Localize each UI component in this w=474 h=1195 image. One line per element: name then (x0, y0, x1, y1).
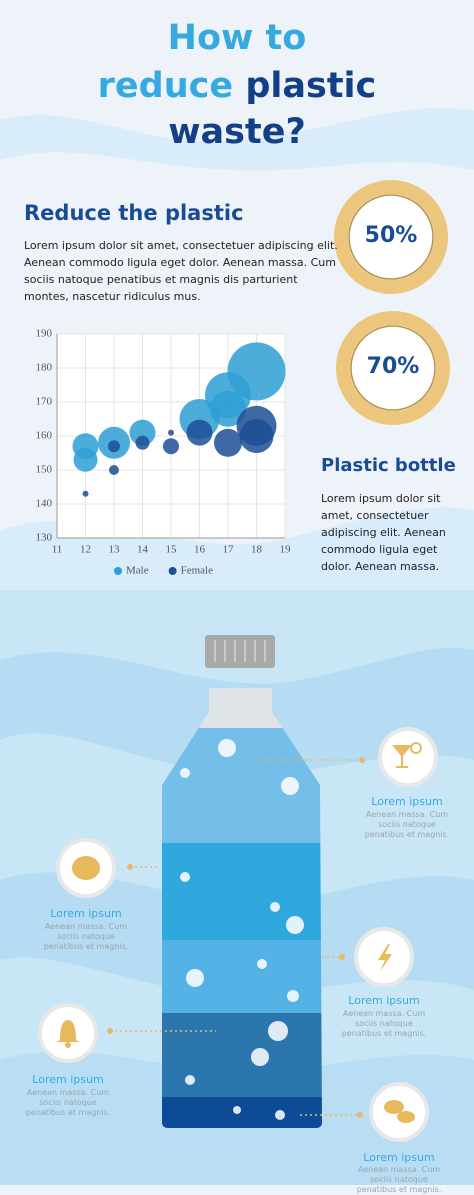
bubble (135, 435, 150, 450)
x-tick-label: 19 (280, 544, 292, 556)
bubble (82, 490, 89, 497)
bubble (227, 342, 286, 401)
callout-title: Lorem ipsum (363, 1151, 435, 1164)
legend-label: Male (126, 565, 149, 577)
callout-text: Aenean massa. Cum sociis natoque penatib… (43, 922, 129, 951)
callout-title: Lorem ipsum (348, 994, 420, 1007)
bubble (239, 419, 274, 453)
x-tick-label: 16 (194, 544, 206, 556)
y-tick-label: 180 (36, 362, 53, 374)
bubble (163, 438, 179, 455)
title-word: plastic (245, 66, 377, 106)
x-tick-label: 14 (137, 544, 149, 556)
ring-label: 50% (364, 223, 418, 248)
y-tick-label: 170 (36, 396, 53, 408)
y-tick-label: 190 (36, 328, 53, 340)
callout-title: Lorem ipsum (32, 1073, 104, 1086)
callout-title: Lorem ipsum (50, 907, 122, 920)
bubble (109, 465, 119, 475)
section-text: Lorem ipsum dolor sit amet, consectetuer… (24, 239, 338, 303)
chart: 130 140 150 160 170 180 190 11 12 13 14 15 16 17 18 19 M… (36, 328, 292, 577)
callout-text: Aenean massa. Cum sociis natoque penatib… (364, 810, 450, 839)
callout-text: Aenean massa. Cum sociis natoque penatib… (356, 1165, 442, 1194)
legend-label: Female (181, 565, 213, 577)
callout-title: Lorem ipsum (371, 795, 443, 808)
title-line: waste? (168, 112, 306, 152)
y-tick-label: 160 (36, 430, 53, 442)
bubble (168, 429, 174, 436)
y-tick-label: 130 (36, 532, 53, 544)
ring-label: 70% (366, 354, 420, 379)
callout-text: Aenean massa. Cum sociis natoque penatib… (25, 1088, 111, 1117)
y-tick-label: 150 (36, 464, 53, 476)
legend-marker (114, 567, 122, 575)
title-word: reduce (97, 66, 234, 106)
x-tick-label: 13 (109, 544, 121, 556)
bubble (129, 419, 156, 446)
x-tick-label: 18 (251, 544, 263, 556)
bubble (73, 447, 98, 472)
section-heading: Plastic bottle (321, 455, 456, 476)
x-tick-label: 11 (52, 544, 63, 556)
y-tick-label: 140 (36, 498, 53, 510)
bubble (108, 440, 120, 453)
legend-marker (168, 567, 177, 575)
title-line: reduce plastic (0, 64, 474, 108)
x-tick-label: 12 (80, 544, 91, 556)
section-text: Lorem ipsum dolor sit amet, consectetuer… (321, 492, 446, 573)
bubble (186, 419, 213, 446)
title-line: How to (167, 18, 307, 58)
x-tick-label: 15 (166, 544, 178, 556)
callout-text: Aenean massa. Cum sociis natoque penatib… (341, 1009, 427, 1038)
bubble (210, 390, 246, 427)
x-tick-label: 17 (223, 544, 235, 556)
bubble (214, 428, 242, 457)
section-heading: Reduce the plastic (24, 201, 244, 225)
